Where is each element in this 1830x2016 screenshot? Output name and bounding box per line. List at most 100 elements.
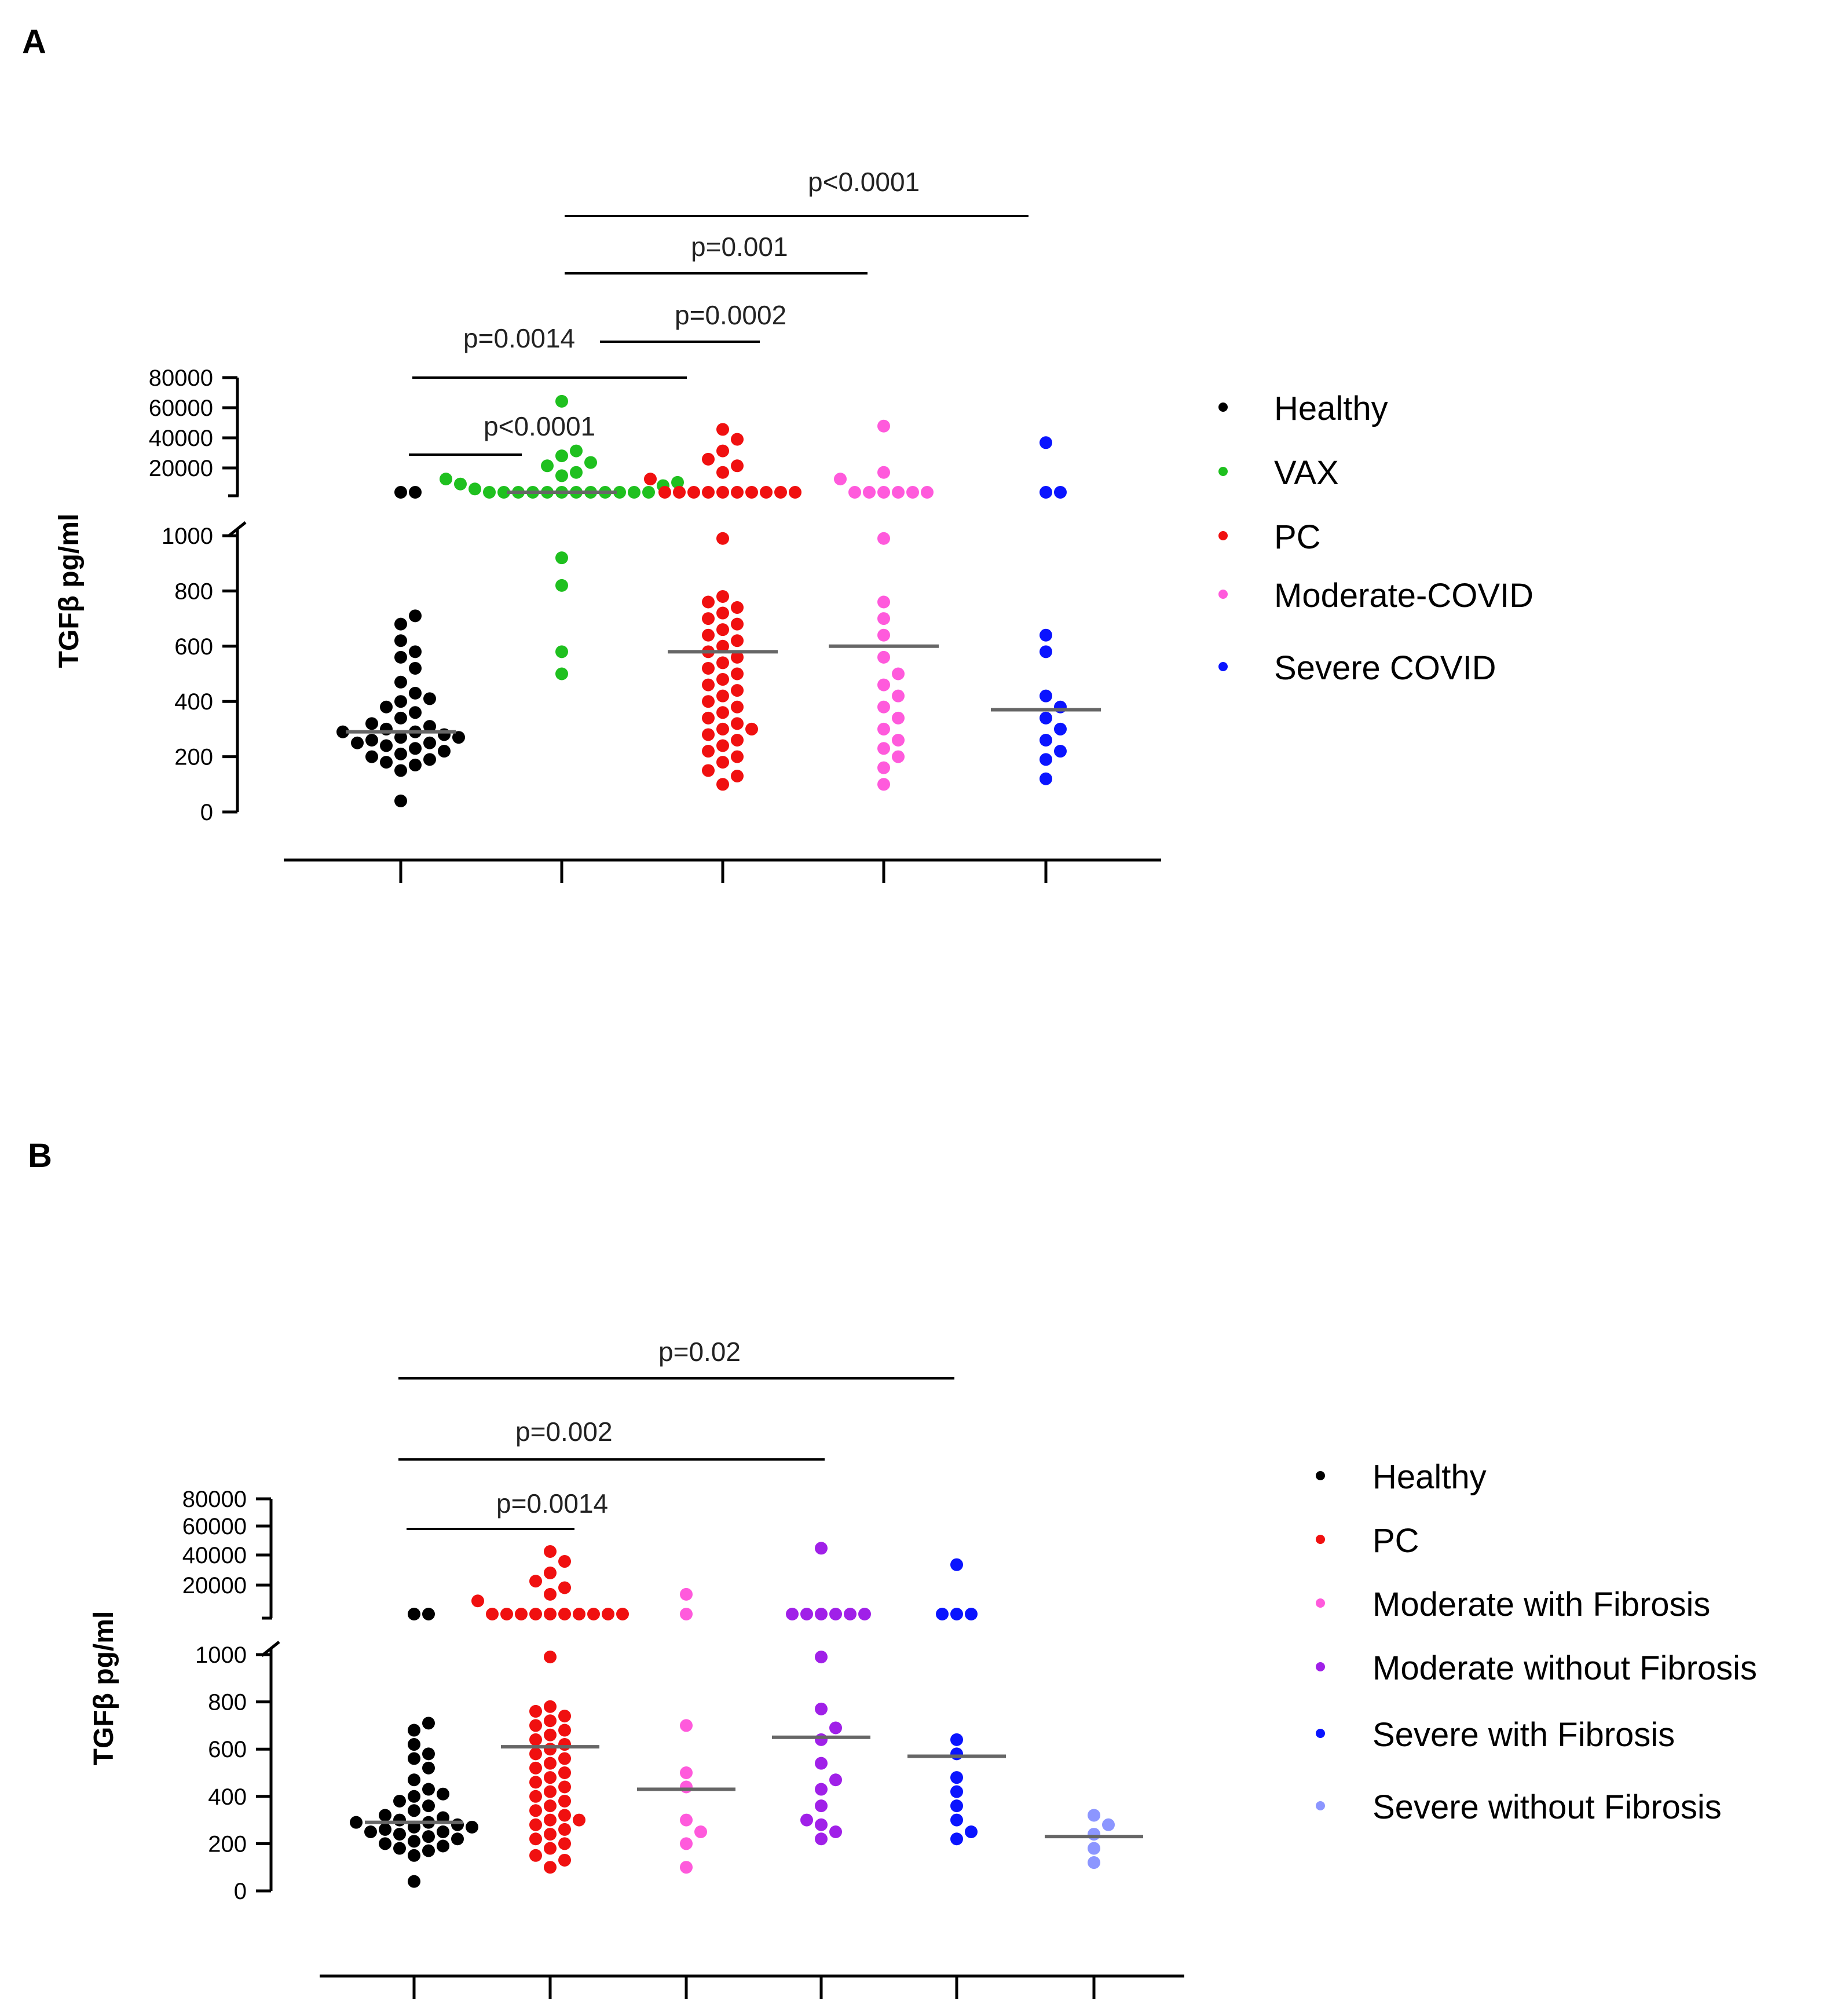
data-point — [380, 756, 393, 769]
data-point — [774, 486, 787, 499]
p-value-label: p=0.0002 — [675, 300, 786, 330]
legend-marker — [1316, 1729, 1325, 1738]
data-point — [731, 459, 744, 473]
series-moderate-covid — [829, 419, 939, 791]
data-point — [716, 706, 729, 719]
data-point — [486, 1608, 499, 1620]
legend-marker — [1218, 590, 1228, 599]
data-point — [422, 1844, 435, 1857]
data-point — [892, 711, 905, 725]
legend-marker — [1218, 403, 1228, 412]
data-point — [1088, 1856, 1100, 1869]
data-point — [892, 486, 905, 499]
legend-marker — [1316, 1662, 1325, 1671]
data-point — [815, 1542, 828, 1555]
data-point — [950, 1733, 963, 1746]
data-point — [1102, 1818, 1115, 1831]
data-point — [393, 1794, 406, 1808]
data-point — [454, 477, 467, 491]
data-point — [760, 486, 773, 499]
series-moderate-with-fibrosis — [637, 1587, 735, 1874]
data-point — [1040, 628, 1052, 642]
data-point — [1054, 745, 1067, 758]
data-point — [877, 532, 890, 545]
data-point — [815, 1818, 828, 1831]
data-point — [716, 606, 729, 620]
data-point — [644, 473, 657, 486]
data-point — [529, 1818, 542, 1831]
data-point — [1088, 1828, 1100, 1841]
data-point — [680, 1608, 693, 1620]
data-point — [393, 1813, 406, 1827]
data-point — [394, 764, 407, 777]
data-point — [950, 1558, 963, 1571]
data-point — [544, 1651, 557, 1664]
y-tick-label: 60000 — [182, 1514, 247, 1539]
data-point — [409, 486, 422, 499]
data-point — [350, 1816, 363, 1829]
p-value-label: p=0.002 — [515, 1417, 613, 1447]
data-point — [844, 1608, 857, 1620]
data-point — [687, 486, 700, 499]
data-point — [800, 1813, 813, 1827]
data-point — [671, 475, 684, 489]
data-point — [702, 711, 715, 725]
data-point — [716, 623, 729, 636]
data-point — [680, 1766, 693, 1779]
y-tick-label: 20000 — [149, 456, 213, 481]
legend: Healthy PC Moderate with Fibrosis Moderate … — [1316, 1458, 1757, 1826]
legend-label: VAX — [1274, 454, 1339, 492]
data-point — [815, 1757, 828, 1770]
data-point — [483, 486, 496, 499]
data-point — [848, 486, 861, 499]
data-point — [336, 725, 349, 738]
data-point — [437, 1825, 449, 1838]
data-point — [716, 532, 729, 545]
data-point — [422, 1783, 435, 1796]
data-point — [1088, 1842, 1100, 1855]
data-point — [408, 1738, 420, 1751]
p-value-label: p<0.0001 — [484, 411, 595, 441]
legend-label: PC — [1372, 1522, 1419, 1560]
data-point — [408, 1608, 420, 1620]
data-point — [731, 733, 744, 747]
data-point — [452, 731, 465, 744]
data-point — [438, 745, 451, 758]
data-point — [731, 433, 744, 446]
data-point — [409, 686, 422, 700]
legend-label: Healthy — [1274, 390, 1388, 427]
data-point — [408, 1790, 420, 1803]
data-point — [394, 617, 407, 631]
data-point — [1040, 733, 1052, 747]
data-point — [877, 742, 890, 755]
y-tick-label: 600 — [208, 1737, 247, 1762]
data-point — [628, 486, 640, 499]
data-point — [364, 1825, 377, 1838]
data-point — [702, 595, 715, 609]
data-point — [529, 1719, 542, 1732]
data-point — [702, 661, 715, 675]
data-point — [877, 700, 890, 714]
data-point — [440, 473, 452, 486]
data-point — [558, 1794, 571, 1808]
data-point — [892, 733, 905, 747]
data-point — [642, 486, 655, 499]
series-severe-with-fibrosis — [907, 1558, 1006, 1846]
data-point — [558, 1837, 571, 1850]
data-point — [541, 459, 554, 473]
data-point — [906, 486, 919, 499]
data-point — [716, 656, 729, 669]
data-point — [892, 750, 905, 763]
data-point — [466, 1820, 478, 1834]
data-point — [422, 1830, 435, 1843]
data-point — [409, 661, 422, 675]
data-point — [558, 1853, 571, 1867]
series-pc — [644, 423, 801, 791]
data-point — [558, 1752, 571, 1765]
data-point — [408, 1875, 420, 1888]
data-point — [731, 601, 744, 614]
data-point — [1040, 486, 1052, 499]
data-point — [529, 1575, 542, 1588]
y-tick-label: 40000 — [149, 426, 213, 451]
